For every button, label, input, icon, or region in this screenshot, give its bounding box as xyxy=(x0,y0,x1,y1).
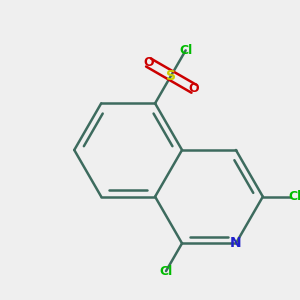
Text: O: O xyxy=(188,82,199,95)
Text: O: O xyxy=(143,56,154,69)
Text: N: N xyxy=(230,236,242,250)
Text: Cl: Cl xyxy=(179,44,192,57)
Text: Cl: Cl xyxy=(288,190,300,203)
Text: S: S xyxy=(166,69,176,82)
Text: Cl: Cl xyxy=(159,265,172,278)
